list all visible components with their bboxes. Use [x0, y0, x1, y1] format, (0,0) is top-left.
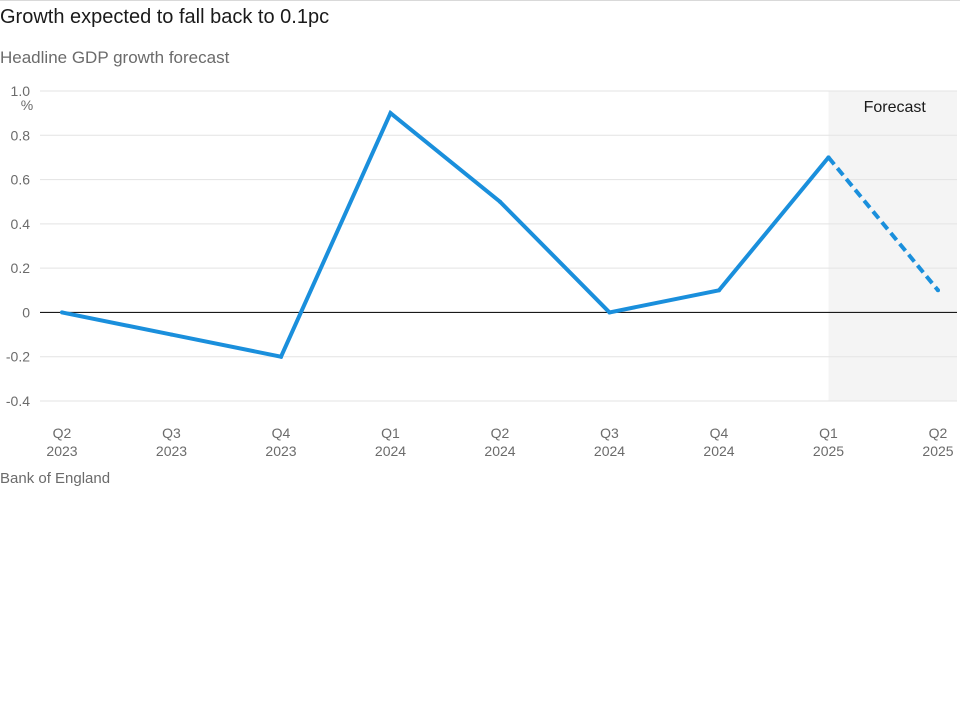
x-tick-quarter: Q3 [162, 425, 181, 441]
chart-subtitle: Headline GDP growth forecast [0, 48, 230, 67]
x-tick-year: 2023 [265, 443, 296, 459]
source-note: Bank of England [0, 470, 111, 487]
y-tick-label: -0.4 [6, 393, 30, 409]
data-point [388, 111, 393, 116]
x-tick-year: 2025 [922, 443, 953, 459]
y-tick-label: 0.8 [11, 127, 31, 143]
x-tick-year: 2024 [703, 443, 734, 459]
x-tick-quarter: Q4 [710, 425, 729, 441]
y-tick-label: 0.2 [11, 260, 31, 276]
x-tick-quarter: Q2 [53, 425, 72, 441]
chart-title: Growth expected to fall back to 0.1pc [0, 6, 330, 28]
data-point [279, 354, 283, 359]
data-point [936, 288, 940, 293]
gdp-series-line-forecast [826, 156, 940, 292]
x-tick-year: 2024 [375, 443, 406, 459]
y-axis-unit: % [21, 97, 33, 113]
x-tick-quarter: Q2 [929, 425, 948, 441]
y-tick-label: 0.6 [11, 172, 31, 188]
data-point [498, 199, 502, 204]
data-point [717, 288, 721, 293]
data-point [60, 310, 64, 315]
y-tick-label: 0 [22, 304, 30, 320]
x-tick-quarter: Q2 [491, 425, 510, 441]
x-tick-quarter: Q3 [600, 425, 619, 441]
gdp-line-chart: 1.00.80.60.40.20-0.2-0.4 % Q22023Q32023Q… [6, 83, 957, 459]
data-point [826, 155, 831, 160]
data-point [607, 310, 612, 315]
x-tick-year: 2024 [484, 443, 515, 459]
gridlines [40, 90, 957, 402]
y-tick-label: -0.2 [6, 349, 30, 365]
top-rule [0, 0, 960, 1]
x-tick-quarter: Q1 [819, 425, 838, 441]
gdp-series-line-actual [61, 109, 831, 359]
x-tick-year: 2023 [46, 443, 77, 459]
y-tick-label: 0.4 [11, 216, 31, 232]
y-axis-ticks: 1.0 0.8 0.6 0.4 0.2 0 -0.2 -0.4 [6, 83, 30, 409]
x-axis-ticks: Q2 2023 Q3 2023 Q4 2023 Q1 2024 Q2 2024 Q3 2024 Q4 20… [46, 425, 953, 459]
data-points [60, 111, 940, 359]
x-tick-year: 2024 [594, 443, 625, 459]
data-point [169, 332, 174, 337]
forecast-label: Forecast [864, 99, 927, 116]
forecast-band [828, 91, 957, 401]
y-tick-label: 1.0 [11, 83, 31, 99]
x-tick-quarter: Q1 [381, 425, 400, 441]
x-tick-year: 2023 [156, 443, 187, 459]
x-tick-quarter: Q4 [272, 425, 291, 441]
x-tick-year: 2025 [813, 443, 844, 459]
